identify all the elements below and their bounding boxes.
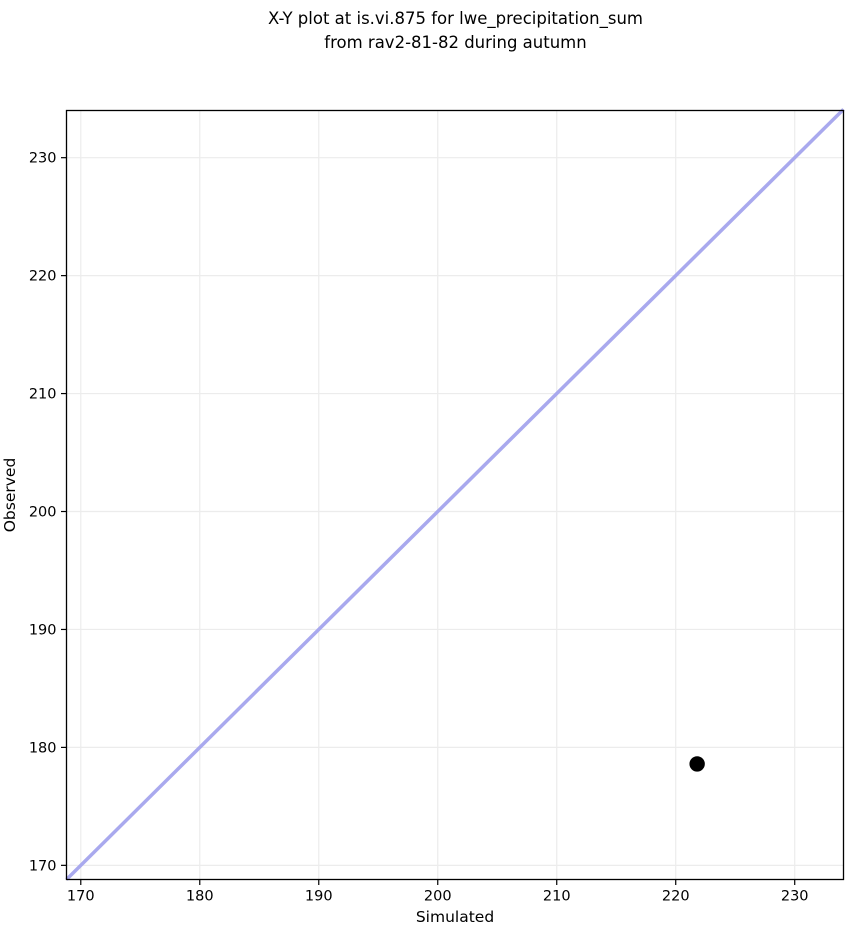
y-tick-label: 180 — [29, 740, 57, 756]
x-tick-label: 170 — [67, 889, 95, 905]
tick-layer: 170 180 190 200 210 220 230 170 180 190 200 210 220 2… — [29, 151, 809, 905]
x-tick-label: 230 — [781, 889, 809, 905]
x-axis-label: Simulated — [416, 908, 494, 926]
chart-title-line-2: from rav2-81-82 during autumn — [324, 33, 587, 52]
y-tick-label: 220 — [29, 269, 57, 285]
x-tick-label: 180 — [186, 889, 214, 905]
y-tick-label: 200 — [29, 505, 57, 521]
axes-frame — [65, 109, 845, 881]
chart-title: X-Y plot at is.vi.875 for lwe_precipitat… — [67, 7, 844, 55]
x-tick-label: 190 — [305, 889, 333, 905]
y-tick-label: 190 — [29, 622, 57, 638]
y-tick-label: 230 — [29, 151, 57, 167]
x-tick-label: 210 — [543, 889, 571, 905]
y-tick-label: 170 — [29, 858, 57, 874]
identity-line — [65, 108, 845, 881]
data-point — [689, 756, 705, 772]
data-point-layer — [689, 756, 705, 772]
y-axis-label: Observed — [1, 458, 19, 533]
axes-frame-layer — [65, 109, 845, 881]
x-tick-label: 200 — [424, 889, 452, 905]
x-tick-label: 220 — [662, 889, 690, 905]
y-tick-label: 210 — [29, 387, 57, 403]
identity-line-layer — [65, 108, 845, 881]
grid-layer — [66, 110, 844, 880]
chart-title-line-1: X-Y plot at is.vi.875 for lwe_precipitat… — [268, 9, 643, 28]
